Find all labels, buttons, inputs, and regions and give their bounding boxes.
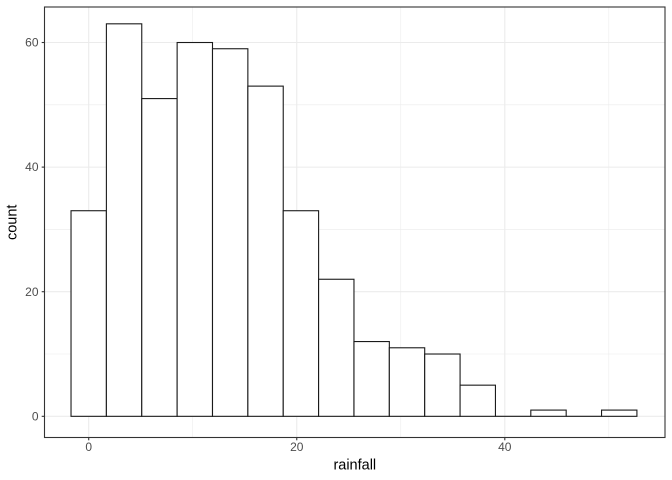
histogram-bar bbox=[388, 347, 426, 417]
histogram-bar bbox=[530, 409, 567, 417]
y-tick-label: 20 bbox=[25, 285, 39, 299]
x-tick-label: 40 bbox=[498, 440, 512, 454]
ticks-layer bbox=[41, 41, 506, 441]
tick-labels-layer: 0 20 40 0 20 40 60 bbox=[25, 36, 512, 454]
histogram-bar bbox=[176, 41, 214, 417]
histogram-bar bbox=[282, 210, 320, 417]
histogram-bar bbox=[105, 23, 143, 417]
x-axis-title: rainfall bbox=[333, 458, 376, 474]
histogram-bar bbox=[247, 85, 284, 417]
x-tick-label: 0 bbox=[85, 440, 92, 454]
histogram-bar bbox=[70, 210, 107, 417]
histogram-bar bbox=[141, 98, 178, 417]
panel-border bbox=[43, 6, 666, 439]
y-axis-title: count bbox=[5, 205, 21, 240]
x-tick-label: 20 bbox=[290, 440, 304, 454]
histogram-bar bbox=[459, 384, 496, 417]
histogram-bar bbox=[600, 409, 638, 417]
y-tick-label: 40 bbox=[25, 160, 39, 174]
histogram-bar bbox=[211, 48, 249, 417]
y-tick-label: 0 bbox=[32, 409, 39, 423]
histogram-bar bbox=[318, 278, 355, 417]
y-tick-label: 60 bbox=[25, 36, 39, 50]
histogram-bar bbox=[424, 353, 461, 417]
histogram-bar bbox=[353, 341, 390, 417]
bars-layer bbox=[70, 23, 638, 417]
